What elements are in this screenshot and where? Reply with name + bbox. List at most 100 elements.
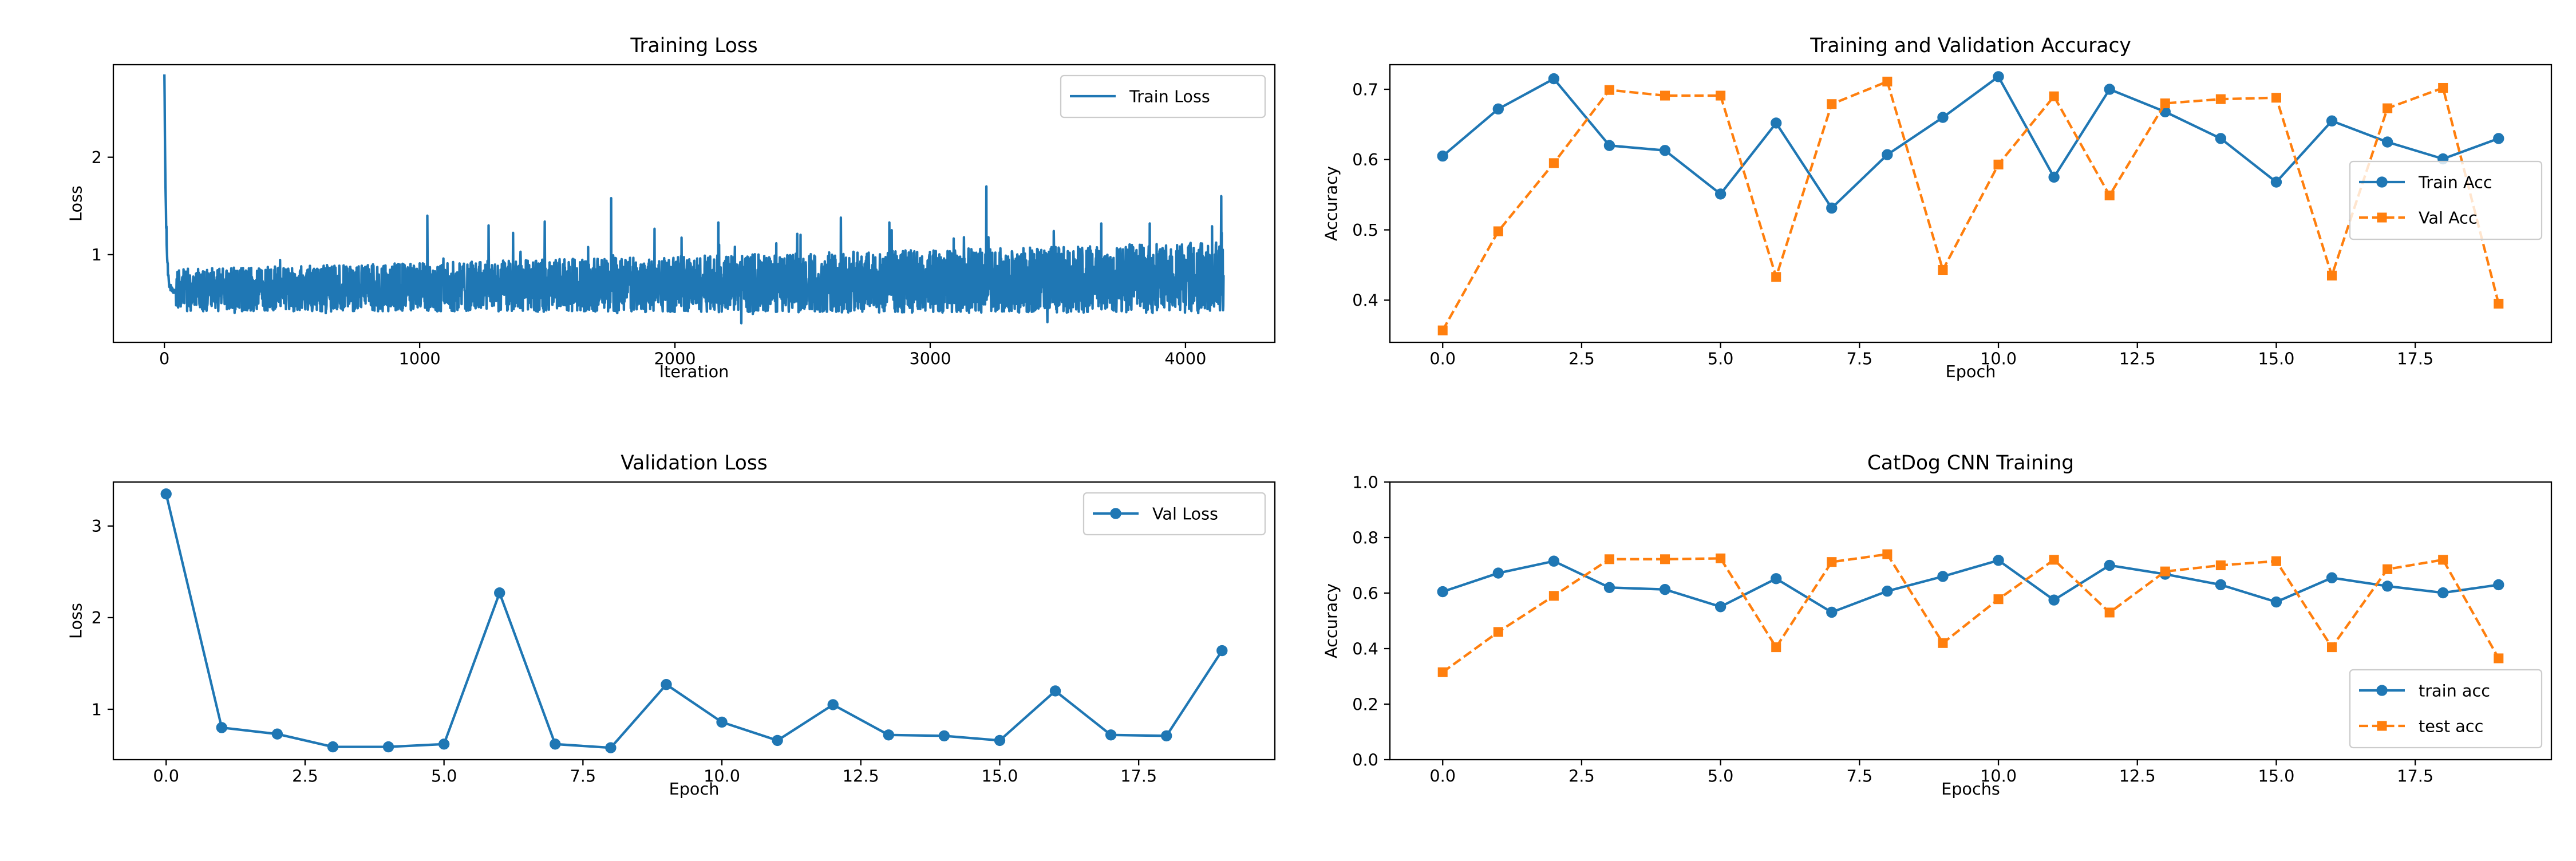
series-train-loss [163,74,1225,325]
data-point [2104,190,2115,200]
legend-marker [2376,685,2388,696]
data-point [1105,729,1117,741]
x-tick-label: 5.0 [1708,349,1734,369]
x-tick-label: 17.5 [2397,767,2433,786]
data-point [1937,571,1949,582]
y-tick-label: 0.6 [1352,150,1378,169]
legend-box [1060,74,1266,119]
y-tick-label: 0.4 [1352,291,1378,310]
data-point [2104,559,2115,571]
data-point [2438,555,2448,565]
legend-marker [2377,721,2387,731]
legend: train acc test acc [2349,669,2543,749]
x-tick-label: 15.0 [2258,767,2295,786]
plot-area [160,488,1228,753]
plot-area [1437,549,2504,677]
data-point [1049,685,1061,697]
y-tick-label: 0.5 [1352,220,1378,240]
legend-label: Val Acc [2419,208,2478,228]
data-point [2049,91,2059,101]
series-train-acc [1437,555,2504,618]
series-val-loss [160,488,1228,753]
data-point [1603,582,1615,593]
data-point [2215,94,2226,104]
y-tick-label: 0.2 [1352,694,1378,714]
data-point [2160,98,2170,109]
legend: Train Acc Val Acc [2349,160,2543,240]
x-axis-label: Iteration [659,362,729,381]
y-tick-label: 1 [92,245,102,264]
x-axis-label: Epochs [1941,779,2000,799]
data-point [1938,638,1948,648]
data-point [772,734,783,747]
data-point [1826,606,1838,618]
data-point [1771,573,1782,584]
y-tick-label: 1.0 [1352,472,1378,492]
series-line [1442,559,2499,614]
data-point [1659,584,1671,595]
data-point [2270,596,2282,608]
data-point [1603,140,1615,151]
data-point [1161,730,1172,742]
data-point [2160,566,2170,576]
plot-area [1437,71,2504,335]
x-axis-label: Epoch [669,779,720,799]
legend-label: Train Acc [2418,173,2492,192]
data-point [1882,549,1893,559]
data-point [2048,594,2060,606]
legend-label: Train Loss [1129,87,1210,106]
data-point [2215,579,2227,591]
x-tick-label: 0.0 [1429,767,1456,786]
data-point [1548,73,1560,85]
x-tick-label: 2000 [654,349,696,369]
data-point [1938,264,1948,275]
y-tick-label: 2 [92,608,102,627]
x-tick-label: 0.0 [153,767,179,786]
data-point [438,738,450,750]
x-tick-label: 15.0 [982,767,1018,786]
data-point [1548,591,1559,601]
y-axis-label: Loss [66,185,85,222]
chart-title: Training and Validation Accuracy [1809,34,2131,57]
data-point [2048,171,2060,183]
y-tick-label: 0.0 [1352,750,1378,769]
data-point [2493,579,2504,591]
data-point [1882,76,1893,87]
data-point [1771,272,1781,282]
data-point [2215,133,2227,144]
data-point [1993,71,2004,82]
legend-marker [2376,176,2388,188]
x-axis-label: Epoch [1946,362,1996,381]
y-tick-label: 0.6 [1352,583,1378,603]
x-tick-label: 0.0 [1429,349,1456,369]
data-point [2326,642,2337,653]
data-point [2326,270,2337,281]
x-tick-label: 15.0 [2258,349,2295,369]
series-line [1441,552,2500,673]
chart-title: Training Loss [630,34,757,57]
data-point [2383,103,2393,113]
legend-marker [1110,508,1121,519]
x-tick-label: 0 [159,349,169,369]
data-point [2494,653,2504,663]
data-point [1937,112,1949,123]
data-point [716,716,728,728]
data-point [1437,586,1448,598]
x-tick-label: 7.5 [1847,767,1873,786]
data-point [661,679,672,690]
x-tick-label: 17.5 [1120,767,1157,786]
data-point [2493,133,2504,144]
x-tick-label: 5.0 [431,767,457,786]
plot-area [163,74,1225,325]
data-point [1660,90,1670,101]
data-point [1716,553,1726,563]
y-axis-label: Loss [66,603,85,639]
x-tick-label: 10.0 [704,767,740,786]
data-point [605,742,617,753]
data-point [2437,587,2449,599]
data-point [2270,176,2282,188]
data-point [2271,93,2281,103]
data-point [827,699,839,710]
series-val-acc [1437,76,2504,335]
